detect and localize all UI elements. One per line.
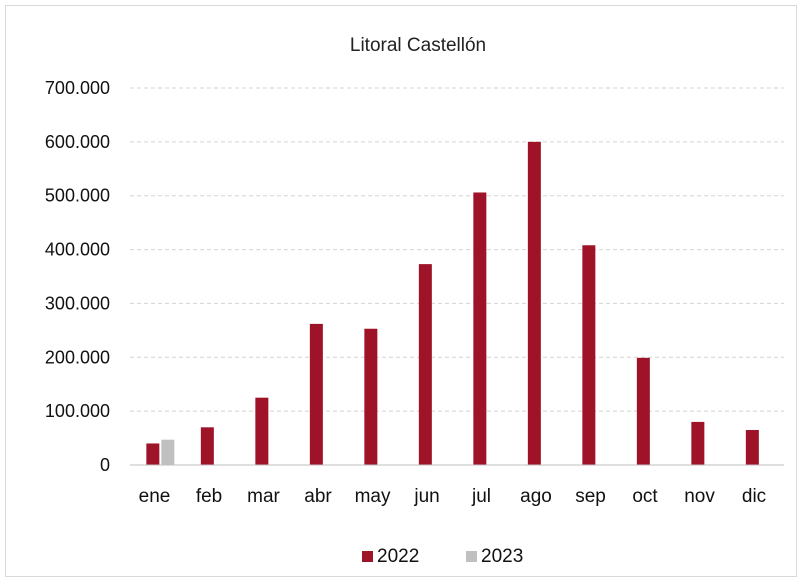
legend: 2022 2023 bbox=[362, 546, 523, 567]
legend-label: 2023 bbox=[481, 546, 523, 567]
legend-swatch bbox=[362, 551, 373, 562]
y-axis-ticks: 0 100.000 200.000 300.000 400.000 500.000 600.… bbox=[45, 78, 110, 475]
x-tick-label: oct bbox=[632, 486, 658, 507]
x-tick-label: nov bbox=[684, 486, 715, 507]
bar-2022-jun bbox=[418, 264, 432, 465]
x-tick-label: may bbox=[355, 486, 391, 507]
y-tick-label: 300.000 bbox=[45, 293, 110, 313]
bar-2022-nov bbox=[691, 421, 705, 465]
x-tick-label: ene bbox=[139, 486, 171, 507]
y-tick-label: 200.000 bbox=[45, 347, 110, 367]
bar-2022-oct bbox=[636, 357, 650, 465]
x-tick-label: jun bbox=[413, 486, 439, 507]
x-tick-label: feb bbox=[196, 486, 222, 507]
y-tick-label: 400.000 bbox=[45, 240, 110, 260]
y-tick-label: 600.000 bbox=[45, 132, 110, 152]
legend-label: 2022 bbox=[377, 546, 419, 567]
bar-2022-dic bbox=[745, 429, 759, 465]
x-tick-label: abr bbox=[304, 486, 332, 507]
bar-2022-ago bbox=[527, 141, 541, 465]
x-axis-ticks: ene feb mar abr may jun jul ago sep oct nov dic bbox=[139, 486, 767, 507]
y-tick-label: 700.000 bbox=[45, 78, 110, 98]
grid-lines bbox=[130, 87, 784, 412]
y-tick-label: 0 bbox=[100, 455, 110, 475]
bar-2022-jul bbox=[473, 192, 487, 466]
chart-frame bbox=[5, 5, 797, 577]
x-tick-label: mar bbox=[247, 486, 280, 507]
bar-2023-ene bbox=[161, 439, 175, 465]
y-tick-label: 100.000 bbox=[45, 401, 110, 421]
bar-2022-sep bbox=[582, 245, 596, 465]
x-tick-label: ago bbox=[520, 486, 552, 507]
x-tick-label: jul bbox=[471, 486, 491, 507]
bars bbox=[146, 141, 759, 466]
bar-2022-mar bbox=[255, 397, 269, 465]
y-tick-label: 500.000 bbox=[45, 186, 110, 206]
x-tick-label: sep bbox=[575, 486, 606, 507]
x-tick-label: dic bbox=[742, 486, 766, 507]
bar-2022-may bbox=[364, 328, 378, 465]
chart-title: Litoral Castellón bbox=[350, 35, 486, 56]
bar-2022-feb bbox=[200, 427, 214, 465]
bar-2022-ene bbox=[146, 443, 160, 465]
bar-2022-abr bbox=[309, 323, 323, 465]
legend-swatch bbox=[466, 551, 477, 562]
